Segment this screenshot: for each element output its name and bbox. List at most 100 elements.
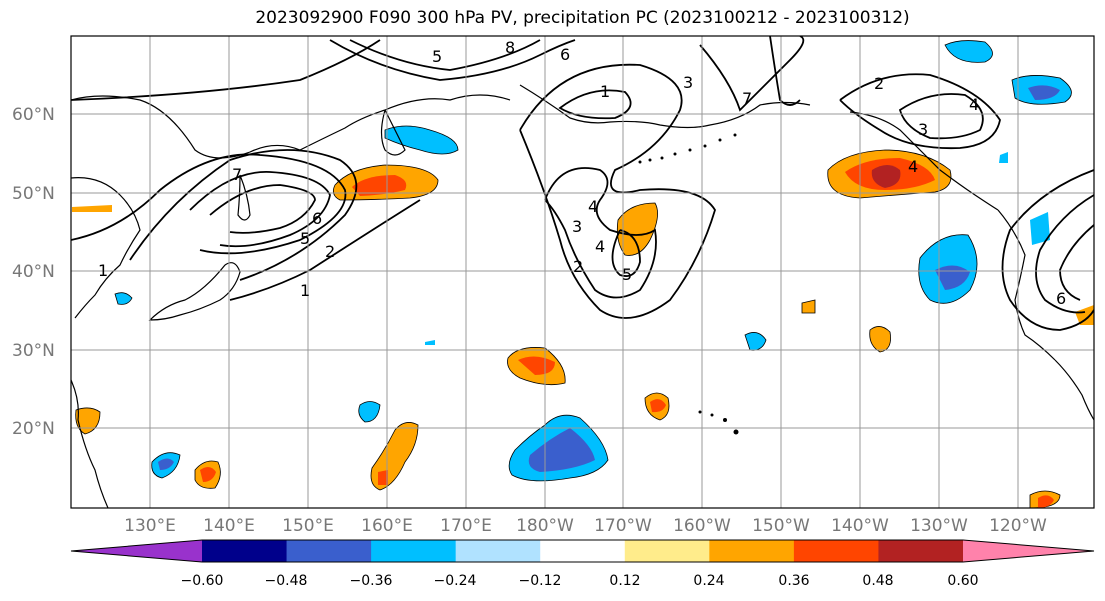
colorbar-label: −0.48 bbox=[265, 573, 308, 589]
pv-contour bbox=[229, 199, 421, 301]
pv-contour bbox=[699, 36, 805, 112]
colorbar-label: 0.48 bbox=[862, 573, 893, 589]
contour-label: 4 bbox=[908, 157, 918, 176]
coast-canada-west bbox=[997, 209, 1056, 361]
contour-labels: 8 5 6 1 3 7 2 4 3 4 7 6 5 2 1 1 4 3 4 2 … bbox=[98, 38, 1066, 308]
chart-title: 2023092900 F090 300 hPa PV, precipitatio… bbox=[255, 8, 910, 28]
lon-label: 140°W bbox=[831, 516, 889, 536]
pv-contour bbox=[839, 73, 1001, 150]
lon-label: 120°W bbox=[989, 516, 1047, 536]
map-frame bbox=[70, 35, 1095, 509]
colorbar-label: 0.36 bbox=[778, 573, 809, 589]
pv-contour bbox=[544, 167, 657, 299]
precip-blob-pos bbox=[1075, 305, 1094, 325]
contour-label: 2 bbox=[325, 242, 335, 261]
lon-label: 160°W bbox=[673, 516, 731, 536]
precip-blob-pos bbox=[75, 407, 101, 435]
contour-label: 3 bbox=[918, 120, 928, 139]
pv-contour bbox=[349, 39, 541, 71]
precip-blob-neg bbox=[114, 292, 133, 305]
colorbar-label: 0.12 bbox=[609, 573, 640, 589]
colorbar-label: 0.24 bbox=[693, 573, 724, 589]
lon-labels: 130°E 140°E 150°E 160°E 170°E 180°W 170°… bbox=[124, 516, 1047, 536]
pv-contour bbox=[558, 89, 632, 120]
precip-blob-pos-core bbox=[650, 399, 666, 413]
colorbar-label: −0.60 bbox=[181, 573, 224, 589]
contour-label: 1 bbox=[300, 281, 310, 300]
colorbar-segment bbox=[202, 540, 288, 562]
map-area: 8 5 6 1 3 7 2 4 3 4 7 6 5 2 1 1 4 3 4 2 … bbox=[71, 36, 1094, 508]
precip-blob-pos bbox=[72, 205, 112, 212]
contour-label: 8 bbox=[505, 38, 515, 57]
pv-contour bbox=[329, 39, 576, 81]
pv-contour bbox=[189, 171, 331, 248]
precip-blob-neg bbox=[384, 125, 459, 155]
pv-contour bbox=[769, 36, 801, 106]
pv-contour bbox=[1035, 194, 1094, 314]
pv-contour bbox=[898, 93, 984, 140]
grid-lines bbox=[71, 36, 1094, 508]
lat-label: 20°N bbox=[12, 419, 55, 439]
contour-label: 4 bbox=[588, 197, 598, 216]
colorbar-segment bbox=[793, 540, 879, 562]
precip-blob-neg-core bbox=[158, 458, 174, 470]
colorbar-label: −0.36 bbox=[350, 573, 393, 589]
coast-chukotka bbox=[384, 94, 511, 111]
precip-blob-pos bbox=[801, 299, 816, 314]
colorbar-extend-high bbox=[963, 540, 1094, 562]
colorbar-segment bbox=[286, 540, 372, 562]
coast-asia-mainland bbox=[71, 177, 141, 319]
lat-label: 40°N bbox=[12, 262, 55, 282]
precip-blob-neg bbox=[999, 152, 1008, 163]
contour-label: 4 bbox=[969, 95, 979, 114]
precip-blob-neg bbox=[1030, 212, 1050, 245]
colorbar-label: −0.12 bbox=[519, 573, 562, 589]
lon-label: 160°E bbox=[361, 516, 413, 536]
coast-alaska-south bbox=[849, 111, 999, 211]
colorbar-segment bbox=[624, 540, 710, 562]
colorbar-labels: −0.60 −0.48 −0.36 −0.24 −0.12 0.12 0.24 … bbox=[181, 573, 979, 589]
contour-label: 1 bbox=[98, 261, 108, 280]
coast-kamchatka bbox=[380, 109, 406, 156]
lon-label: 170°W bbox=[594, 516, 652, 536]
coastlines bbox=[71, 84, 1094, 508]
colorbar-segment bbox=[878, 540, 964, 562]
pv-contours bbox=[71, 36, 1094, 331]
precip-blob-pos-core bbox=[1038, 495, 1054, 508]
precip-blob-pos-max bbox=[871, 165, 901, 188]
contour-label: 6 bbox=[1056, 289, 1066, 308]
pv-contour bbox=[71, 39, 381, 101]
colorbar-label: 0.60 bbox=[947, 573, 978, 589]
lat-labels: 60°N 50°N 40°N 30°N 20°N bbox=[12, 105, 55, 439]
contour-label: 5 bbox=[622, 265, 632, 284]
pv-contour bbox=[1059, 224, 1094, 301]
precip-anomalies bbox=[72, 40, 1094, 508]
contour-label: 2 bbox=[874, 74, 884, 93]
coast-mexico bbox=[1054, 359, 1094, 421]
precip-blob-neg-core bbox=[935, 265, 970, 290]
pv-contour bbox=[611, 229, 641, 277]
precip-blob-pos bbox=[869, 326, 891, 353]
precip-blob-pos-core bbox=[200, 466, 216, 482]
pv-contour bbox=[1001, 169, 1094, 331]
contour-label: 1 bbox=[600, 82, 610, 101]
colorbar-extend-low bbox=[71, 540, 202, 562]
colorbar bbox=[70, 539, 1095, 563]
lon-label: 150°E bbox=[282, 516, 334, 536]
lon-label: 150°W bbox=[752, 516, 810, 536]
contour-label: 3 bbox=[572, 217, 582, 236]
contour-label: 4 bbox=[595, 237, 605, 256]
contour-label: 6 bbox=[560, 45, 570, 64]
pv-contour bbox=[209, 184, 316, 234]
pv-contour bbox=[129, 149, 358, 281]
coast-siberia bbox=[71, 95, 386, 159]
precip-blob-neg bbox=[944, 40, 993, 63]
contour-label: 5 bbox=[432, 47, 442, 66]
colorbar-outline bbox=[70, 539, 1095, 563]
precip-blob-neg bbox=[358, 401, 381, 423]
precip-blob-neg bbox=[425, 340, 435, 345]
precip-blob-pos-core bbox=[352, 175, 407, 196]
lat-label: 60°N bbox=[12, 105, 55, 125]
colorbar-label: −0.24 bbox=[434, 573, 477, 589]
